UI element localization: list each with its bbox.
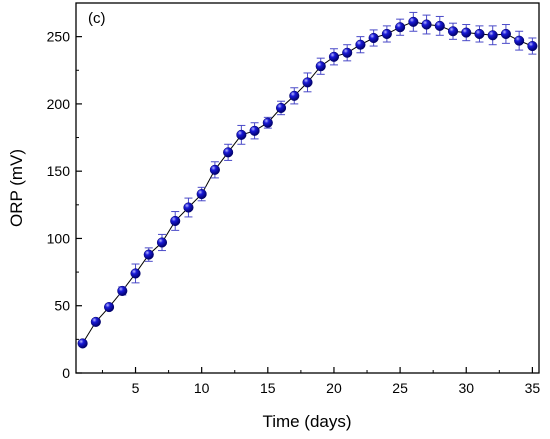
x-tick-label-1: 10 (194, 380, 210, 396)
data-point-21 (355, 39, 366, 50)
data-point-10 (209, 164, 220, 175)
data-point-7 (170, 215, 181, 227)
data-point-34 (527, 41, 538, 52)
x-tick-label-6: 35 (525, 380, 541, 396)
data-point-23 (381, 28, 392, 39)
data-point-25 (408, 16, 419, 27)
data-point-13 (249, 125, 260, 136)
data-point-30 (474, 28, 485, 39)
y-tick-label-4: 200 (47, 96, 71, 112)
data-point-31 (487, 30, 498, 41)
data-point-2 (104, 302, 115, 313)
y-tick-label-1: 50 (54, 298, 70, 314)
y-tick-label-0: 0 (62, 365, 70, 381)
y-tick-labels: 0 50 100 150 200 250 (47, 29, 71, 381)
y-axis-title: ORP (mV) (7, 149, 26, 227)
x-axis-title: Time (days) (262, 412, 351, 431)
plot-frame (75, 2, 540, 374)
panel-label: (c) (88, 10, 106, 27)
data-series (77, 11, 538, 349)
data-point-20 (342, 47, 353, 58)
data-point-18 (315, 61, 326, 72)
data-point-29 (461, 27, 472, 38)
data-point-12 (236, 129, 247, 140)
data-point-6 (156, 237, 168, 248)
data-point-26 (421, 19, 432, 30)
data-point-32 (500, 28, 511, 39)
data-point-4 (130, 268, 141, 279)
x-tick-labels: 5 10 15 20 25 30 35 (132, 380, 541, 396)
data-point-24 (395, 22, 406, 33)
data-point-16 (289, 90, 300, 101)
x-tick-label-3: 20 (326, 380, 342, 396)
data-point-5 (143, 249, 154, 260)
data-point-22 (368, 32, 379, 44)
axis-ticks (76, 36, 533, 374)
y-tick-label-3: 150 (47, 163, 71, 179)
data-point-8 (183, 202, 194, 213)
data-point-11 (223, 147, 234, 158)
data-point-15 (275, 102, 287, 113)
data-point-28 (447, 26, 459, 37)
data-point-14 (262, 117, 273, 128)
data-point-17 (302, 77, 313, 88)
data-point-19 (328, 51, 340, 62)
data-point-3 (117, 285, 128, 296)
x-tick-label-2: 15 (260, 380, 276, 396)
y-tick-label-5: 250 (47, 29, 71, 45)
series-line-0 (82, 21, 533, 344)
data-point-27 (434, 20, 445, 31)
x-tick-label-5: 30 (458, 380, 474, 396)
data-point-33 (514, 35, 525, 46)
data-point-1 (90, 316, 101, 327)
data-point-0 (77, 338, 88, 349)
x-tick-label-4: 25 (392, 380, 408, 396)
y-tick-label-2: 100 (47, 230, 71, 246)
data-point-9 (196, 189, 207, 200)
x-tick-label-0: 5 (132, 380, 140, 396)
